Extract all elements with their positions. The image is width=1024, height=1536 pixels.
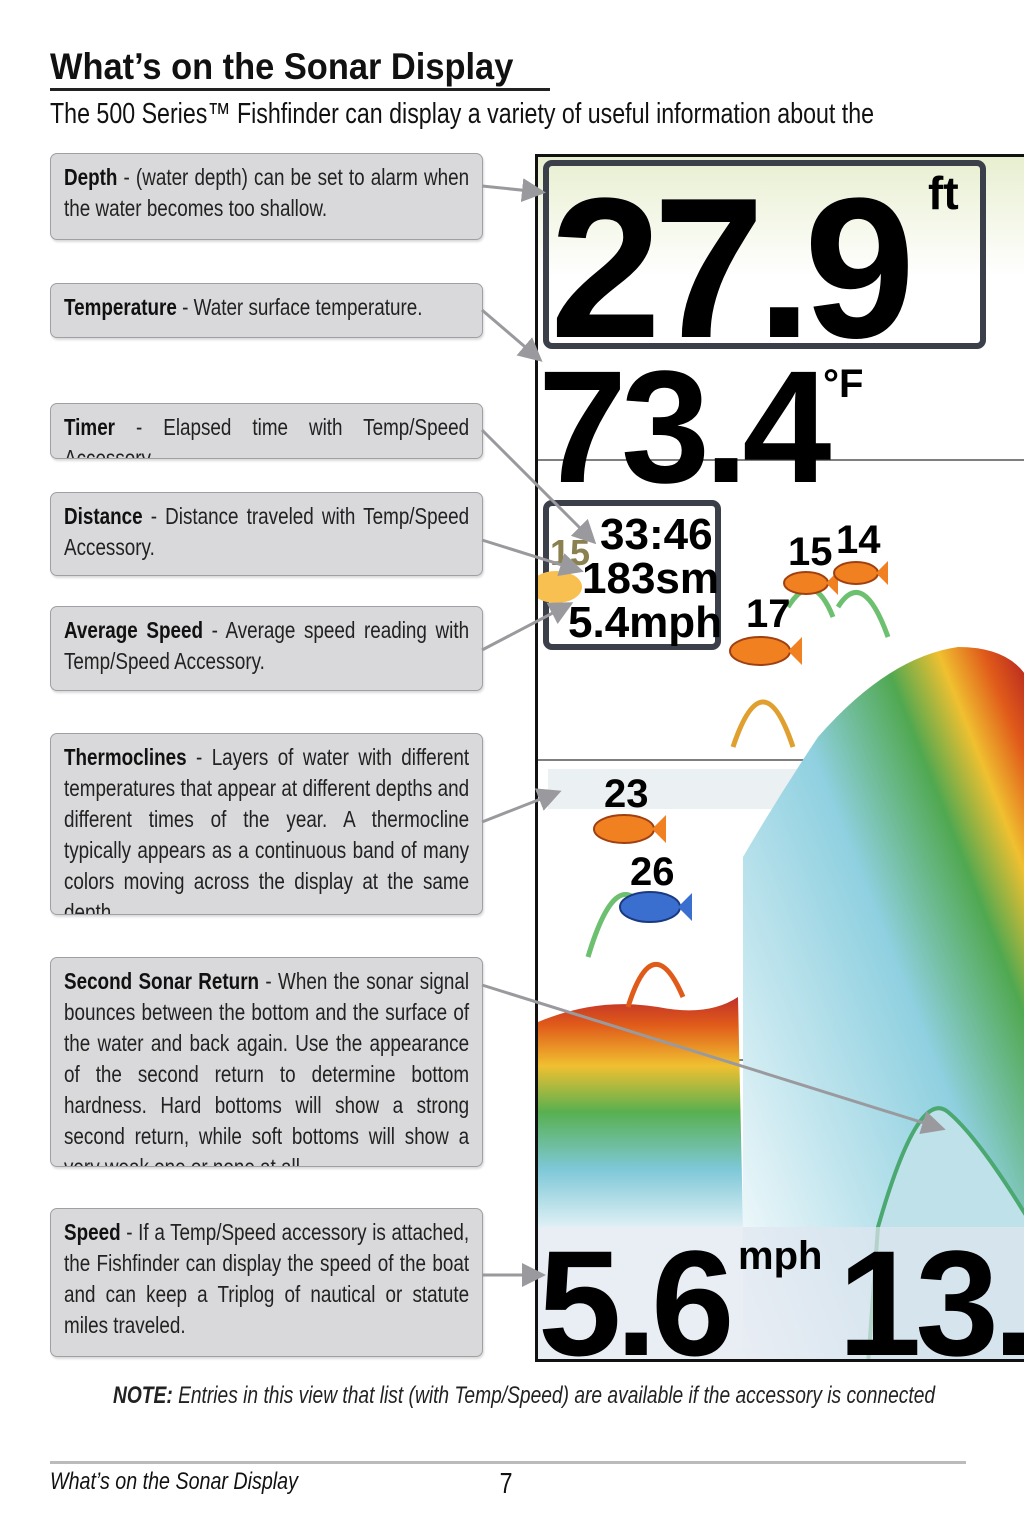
arrow-average-speed — [481, 602, 574, 652]
fish-icon — [729, 636, 802, 666]
sonar-display: 27.9 ft 73.4 °F 33:46 183sm 5.4mph 15 15… — [535, 154, 1024, 1362]
arrow-timer — [480, 428, 597, 545]
callout-thermoclines: Thermoclines - Layers of water with diff… — [50, 733, 483, 915]
callout-average-speed: Average Speed - Average speed reading wi… — [50, 606, 483, 691]
fish-depth-label: 15 — [788, 530, 833, 574]
callout-temperature: Temperature - Water surface temperature. — [50, 283, 483, 338]
fish-depth-label: 26 — [630, 850, 675, 894]
callout-term: Second Sonar Return — [64, 968, 260, 994]
arrow-depth — [481, 178, 546, 203]
callout-text: - (water depth) can be set to alarm when… — [64, 164, 470, 221]
depth-box — [543, 160, 986, 349]
second-value: 13. — [838, 1219, 1024, 1362]
intro-text: The 500 Series™ Fishfinder can display a… — [50, 98, 875, 130]
callout-text: - Elapsed time with Temp/Speed Accessory… — [64, 414, 470, 459]
depth-unit: ft — [928, 167, 959, 219]
fish-depth-label: 23 — [604, 772, 649, 816]
note: NOTE: Entries in this view that list (wi… — [113, 1382, 935, 1410]
speed-unit: mph — [738, 1234, 822, 1278]
callout-text: - If a Temp/Speed accessory is attached,… — [64, 1219, 470, 1338]
callout-term: Average Speed — [64, 617, 203, 643]
page-title: What’s on the Sonar Display — [50, 46, 514, 87]
temperature-unit: °F — [823, 362, 863, 406]
fish-icon — [619, 891, 692, 923]
callout-speed: Speed - If a Temp/Speed accessory is att… — [50, 1208, 483, 1357]
callout-timer: Timer - Elapsed time with Temp/Speed Acc… — [50, 403, 483, 459]
arrow-thermoclines — [481, 788, 562, 824]
speed-value: 5.6 — [538, 1219, 729, 1362]
footer-rule — [50, 1461, 966, 1464]
bottom-hard — [538, 997, 743, 1227]
arrow-second-return — [481, 983, 946, 1135]
temperature-value: 73.4 — [538, 337, 831, 516]
callout-text: - When the sonar signal bounces between … — [64, 968, 470, 1167]
avg-speed-value: 5.4mph — [568, 598, 722, 647]
arrow-temperature — [481, 308, 543, 362]
callout-text: - Average speed reading with Temp/Speed … — [64, 617, 470, 674]
callout-term: Speed — [64, 1219, 121, 1245]
callout-term: Temperature — [64, 294, 177, 320]
fish-icon — [593, 814, 666, 844]
title-rule — [50, 88, 550, 91]
callout-term: Distance — [64, 503, 143, 529]
fish-arch — [625, 962, 686, 1008]
callout-text: - Layers of water with different tempera… — [64, 744, 470, 915]
callout-term: Timer — [64, 414, 116, 440]
footer-title: What’s on the Sonar Display — [50, 1468, 298, 1495]
callout-text: - Distance traveled with Temp/Speed Acce… — [64, 503, 470, 560]
fish-icon — [833, 561, 888, 585]
arrow-distance — [481, 538, 584, 577]
callout-second-sonar-return: Second Sonar Return - When the sonar sig… — [50, 957, 483, 1167]
callout-depth: Depth - (water depth) can be set to alar… — [50, 153, 483, 240]
callout-term: Thermoclines — [64, 744, 187, 770]
fish-arch — [730, 699, 796, 748]
speed-area — [538, 1227, 1024, 1359]
distance-value: 183sm — [582, 554, 719, 603]
callout-text: - Water surface temperature. — [176, 294, 423, 320]
note-text: Entries in this view that list (with Tem… — [172, 1382, 936, 1409]
note-label: NOTE: — [113, 1382, 173, 1409]
fish-icon — [783, 571, 838, 595]
page-number: 7 — [499, 1468, 513, 1500]
timer-value: 33:46 — [600, 510, 713, 559]
fish-arch — [835, 590, 891, 638]
callout-term: Depth — [64, 164, 118, 190]
fish-depth-label: 14 — [836, 518, 881, 562]
surface-clutter — [538, 157, 1024, 277]
fish-icon — [538, 571, 582, 603]
callout-distance: Distance - Distance traveled with Temp/S… — [50, 492, 483, 576]
fish-depth-label: 17 — [746, 592, 791, 636]
depth-value: 27.9 — [550, 157, 908, 380]
